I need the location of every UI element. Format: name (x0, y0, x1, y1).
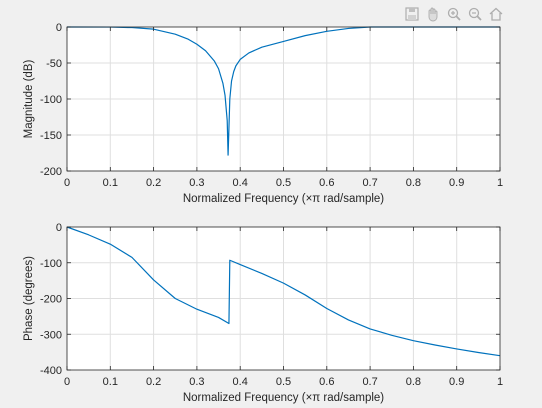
mag-ytick-label: 0 (56, 22, 62, 34)
mag-xtick-label: 0.7 (362, 177, 377, 189)
mag-ytick-label: -150 (40, 130, 62, 142)
mag-xtick-label: 0.1 (103, 177, 118, 189)
zoom-in-icon[interactable] (444, 4, 464, 24)
mag-series-line (66, 26, 500, 156)
phase-xtick-label: 0.2 (146, 376, 161, 388)
phase-xtick-label: 0.8 (406, 376, 421, 388)
figure-toolbar (402, 4, 506, 24)
mag-xtick-label: 0 (64, 177, 70, 189)
mag-xtick-label: 0.8 (406, 177, 421, 189)
phase-xtick-label: 0 (64, 376, 70, 388)
phase-xtick-label: 0.7 (362, 376, 377, 388)
phase-series-line (66, 226, 501, 357)
phase-xtick-label: 0.9 (449, 376, 464, 388)
phase-ytick-label: -200 (40, 294, 62, 306)
phase-xlabel: Normalized Frequency (×π rad/sample) (183, 392, 384, 404)
mag-axes: 0 0.1 0.2 0.3 0.4 0.5 0.6 0.7 0.8 0.9 1 -200 -150 -10… (23, 22, 503, 205)
phase-xtick-label: 0.5 (276, 376, 291, 388)
zoom-out-icon[interactable] (465, 4, 485, 24)
mag-ytick-label: -50 (46, 58, 62, 70)
mag-xtick-label: 1 (497, 177, 503, 189)
save-icon[interactable] (402, 4, 422, 24)
mag-xlabel: Normalized Frequency (×π rad/sample) (183, 193, 384, 205)
phase-xtick-label: 0.6 (319, 376, 334, 388)
phase-ytick-label: -300 (40, 329, 62, 341)
phase-xtick-label: 0.4 (233, 376, 248, 388)
phase-axes: 0 0.1 0.2 0.3 0.4 0.5 0.6 0.7 0.8 0.9 1 -400 -300 -20… (23, 222, 503, 404)
mag-ytick-label: -100 (40, 94, 62, 106)
mag-xtick-label: 0.5 (276, 177, 291, 189)
mag-xtick-label: 0.3 (189, 177, 204, 189)
phase-xtick-label: 0.1 (103, 376, 118, 388)
pan-icon[interactable] (423, 4, 443, 24)
mag-xtick-label: 0.9 (449, 177, 464, 189)
home-icon[interactable] (486, 4, 506, 24)
mag-ylabel: Magnitude (dB) (23, 60, 35, 139)
mag-xtick-label: 0.4 (233, 177, 248, 189)
phase-ytick-label: 0 (56, 222, 62, 234)
phase-ytick-label: -400 (40, 365, 62, 377)
mag-xtick-label: 0.2 (146, 177, 161, 189)
phase-xtick-label: 1 (497, 376, 503, 388)
phase-ytick-label: -100 (40, 258, 62, 270)
phase-ylabel: Phase (degrees) (23, 256, 35, 341)
mag-ytick-label: -200 (40, 166, 62, 178)
mag-xtick-label: 0.6 (319, 177, 334, 189)
phase-xtick-label: 0.3 (189, 376, 204, 388)
